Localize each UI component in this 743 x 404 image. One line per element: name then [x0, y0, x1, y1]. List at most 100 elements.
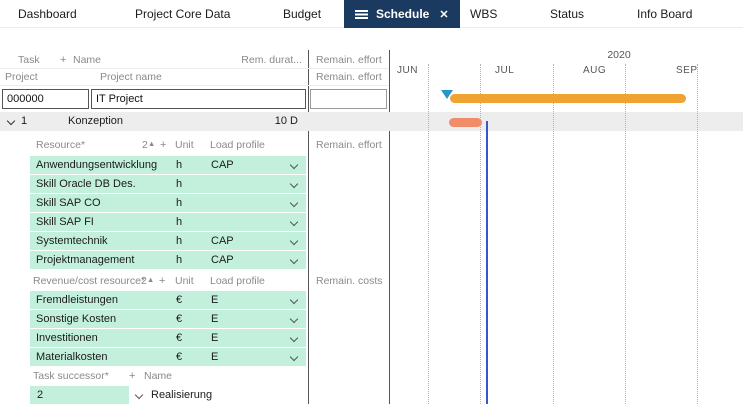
- resource-unit-col: Unit: [175, 139, 194, 151]
- panel-divider[interactable]: [389, 50, 390, 404]
- cost-load-col: Load profile: [210, 275, 265, 287]
- tab-budget[interactable]: Budget: [283, 7, 322, 21]
- timeline-year: 2020: [607, 49, 631, 61]
- resource-unit: h: [176, 254, 183, 266]
- resource-row[interactable]: Skill SAP CO h: [0, 194, 389, 213]
- add-task-button[interactable]: +: [60, 54, 67, 66]
- add-resource-button[interactable]: +: [160, 139, 167, 151]
- cost-remain-col: Remain. costs: [316, 275, 383, 287]
- resource-row[interactable]: Anwendungsentwicklung h CAP: [0, 156, 389, 175]
- cost-load: E: [211, 332, 219, 344]
- cost-unit: €: [176, 313, 183, 325]
- row-bg: [30, 251, 306, 269]
- cost-sort[interactable]: 2▲: [141, 275, 155, 287]
- cost-row[interactable]: Materialkosten € E: [0, 348, 389, 367]
- task-table: Task + Name Rem. durat... Remain. effort…: [0, 28, 389, 404]
- row-bg: [30, 329, 306, 347]
- close-icon[interactable]: ✕: [439, 8, 449, 21]
- cost-name: Investitionen: [36, 332, 98, 344]
- resource-unit: h: [176, 216, 183, 228]
- cost-unit: €: [176, 332, 183, 344]
- row-bg: [30, 291, 306, 309]
- row-bg: [30, 194, 306, 212]
- add-cost-resource-button[interactable]: +: [159, 275, 166, 287]
- resource-row[interactable]: Skill Oracle DB Des. h: [0, 175, 389, 194]
- gridline: [553, 64, 554, 404]
- successor-section-header: Task successor* + Name: [0, 368, 389, 385]
- row-bg: [30, 386, 129, 404]
- resource-name: Anwendungsentwicklung: [36, 159, 158, 171]
- tab-schedule-label: Schedule: [376, 7, 430, 21]
- project-id-input[interactable]: [2, 89, 89, 109]
- resource-row[interactable]: Skill SAP FI h: [0, 213, 389, 232]
- tab-info-board[interactable]: Info Board: [637, 7, 693, 21]
- timeline-month: SEP: [676, 65, 698, 76]
- resource-unit: h: [176, 159, 183, 171]
- cost-unit-col: Unit: [175, 275, 194, 287]
- task-row-konzeption[interactable]: 1 Konzeption 10 D: [0, 112, 389, 131]
- tab-wbs[interactable]: WBS: [470, 7, 498, 21]
- resource-sort[interactable]: 2▲: [142, 139, 156, 151]
- resource-name: Skill SAP CO: [36, 197, 101, 209]
- successor-row[interactable]: 2 Realisierung: [0, 386, 389, 404]
- resource-title: Resource*: [36, 139, 86, 151]
- resource-load: CAP: [211, 254, 234, 266]
- col-rem-duration: Rem. durat...: [241, 54, 302, 66]
- project-gantt-bar[interactable]: [450, 94, 686, 103]
- row-bg: [30, 156, 306, 174]
- resource-name: Skill Oracle DB Des.: [36, 178, 136, 190]
- resource-row[interactable]: Systemtechnik h CAP: [0, 232, 389, 251]
- row-bg: [30, 175, 306, 193]
- resource-remain-col: Remain. effort: [316, 139, 382, 151]
- gridline: [480, 64, 481, 404]
- resource-name: Projektmanagement: [36, 254, 135, 266]
- milestone-marker-icon[interactable]: [441, 90, 453, 99]
- table-header-row: Task + Name Rem. durat... Remain. effort: [0, 52, 389, 69]
- top-nav: Dashboard Project Core Data Budget Sched…: [0, 0, 743, 28]
- tab-schedule[interactable]: Schedule ✕: [344, 0, 460, 28]
- task-link-line: [486, 121, 488, 404]
- tab-dashboard[interactable]: Dashboard: [18, 7, 77, 21]
- row-bg: [30, 213, 306, 231]
- col-name: Name: [73, 54, 102, 66]
- tab-project-core-data[interactable]: Project Core Data: [135, 7, 231, 21]
- resource-load: CAP: [211, 235, 234, 247]
- gridline: [625, 64, 626, 404]
- add-successor-button[interactable]: +: [129, 370, 136, 382]
- cost-name: Sonstige Kosten: [36, 313, 117, 325]
- resource-name: Systemtechnik: [36, 235, 108, 247]
- cost-unit: €: [176, 351, 183, 363]
- resource-row[interactable]: Projektmanagement h CAP: [0, 251, 389, 270]
- cost-row[interactable]: Investitionen € E: [0, 329, 389, 348]
- menu-icon[interactable]: [355, 9, 368, 19]
- cost-row[interactable]: Sonstige Kosten € E: [0, 310, 389, 329]
- collapse-icon[interactable]: [6, 116, 16, 126]
- successor-title: Task successor*: [33, 370, 109, 382]
- schedule-view: Task + Name Rem. durat... Remain. effort…: [0, 28, 743, 404]
- row-bg: [30, 232, 306, 250]
- timeline-month: AUG: [583, 65, 607, 76]
- project-remain-effort-input[interactable]: [310, 89, 387, 109]
- project-name-label: Project name: [100, 71, 162, 83]
- chevron-down-icon[interactable]: [134, 390, 144, 400]
- project-name-input[interactable]: [91, 89, 306, 109]
- gridline: [697, 64, 698, 404]
- konzeption-gantt-bar[interactable]: [449, 118, 482, 127]
- resource-name: Skill SAP FI: [36, 216, 94, 228]
- task-rem-duration: 10 D: [274, 115, 298, 127]
- successor-name-col: Name: [144, 370, 173, 382]
- gantt-chart: 2020 JUN JUL AUG SEP: [389, 28, 743, 404]
- cost-section-header: Revenue/cost resource* 2▲ + Unit Load pr…: [0, 272, 389, 291]
- row-bg: [30, 310, 306, 328]
- cost-load: E: [211, 351, 219, 363]
- project-label: Project: [5, 71, 38, 83]
- project-header-row: Project Project name Remain. effort: [0, 69, 389, 86]
- timeline-month: JUL: [495, 65, 515, 76]
- tab-status[interactable]: Status: [550, 7, 585, 21]
- resource-section-header: Resource* 2▲ + Unit Load profile Remain.…: [0, 136, 389, 155]
- resource-load-col: Load profile: [210, 139, 265, 151]
- cost-row[interactable]: Fremdleistungen € E: [0, 291, 389, 310]
- resource-load: CAP: [211, 159, 234, 171]
- task-name: Konzeption: [68, 115, 124, 127]
